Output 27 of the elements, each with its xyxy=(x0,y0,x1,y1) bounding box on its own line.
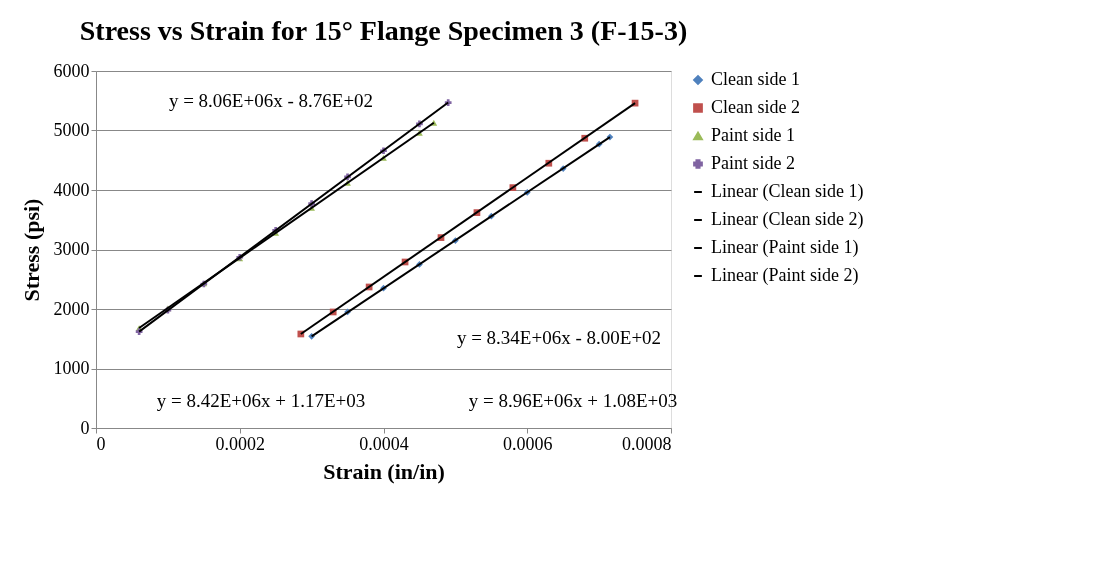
y-tick-label: 0 xyxy=(80,417,90,438)
legend-label: Linear (Clean side 2) xyxy=(711,209,864,230)
legend-label: Clean side 1 xyxy=(711,69,800,89)
y-tick-label: 3000 xyxy=(53,239,90,259)
legend-label: Paint side 2 xyxy=(711,153,795,173)
x-tick-label: 0 xyxy=(96,433,106,454)
legend-label: Clean side 2 xyxy=(711,97,800,117)
y-tick-label: 2000 xyxy=(53,298,90,319)
legend-label: Linear (Paint side 1) xyxy=(711,237,859,258)
legend-label: Linear (Clean side 1) xyxy=(711,181,864,202)
x-tick-label: 0.0006 xyxy=(503,433,553,454)
legend-label: Paint side 1 xyxy=(711,125,795,145)
x-tick-label: 0.0008 xyxy=(622,433,672,454)
y-tick-label: 5000 xyxy=(53,120,90,140)
x-tick-label: 0.0004 xyxy=(359,433,409,454)
x-tick-label: 0.0002 xyxy=(215,433,265,454)
annotation: y = 8.42E+06x + 1.17E+03 xyxy=(156,390,366,411)
y-axis-title: Stress (psi) xyxy=(18,198,44,302)
y-tick-label: 6000 xyxy=(53,60,90,81)
annotation: y = 8.96E+06x + 1.08E+03 xyxy=(468,390,678,411)
x-axis-title: Strain (in/in) xyxy=(323,458,445,484)
y-tick-label: 1000 xyxy=(53,358,90,378)
annotation: y = 8.34E+06x - 8.00E+02 xyxy=(456,327,662,348)
y-tick-label: 4000 xyxy=(53,179,90,200)
legend-label: Linear (Paint side 2) xyxy=(711,265,859,286)
annotation: y = 8.06E+06x - 8.76E+02 xyxy=(168,90,374,111)
chart-title: Stress vs Strain for 15° Flange Specimen 3 (F-15-3) xyxy=(79,15,688,46)
